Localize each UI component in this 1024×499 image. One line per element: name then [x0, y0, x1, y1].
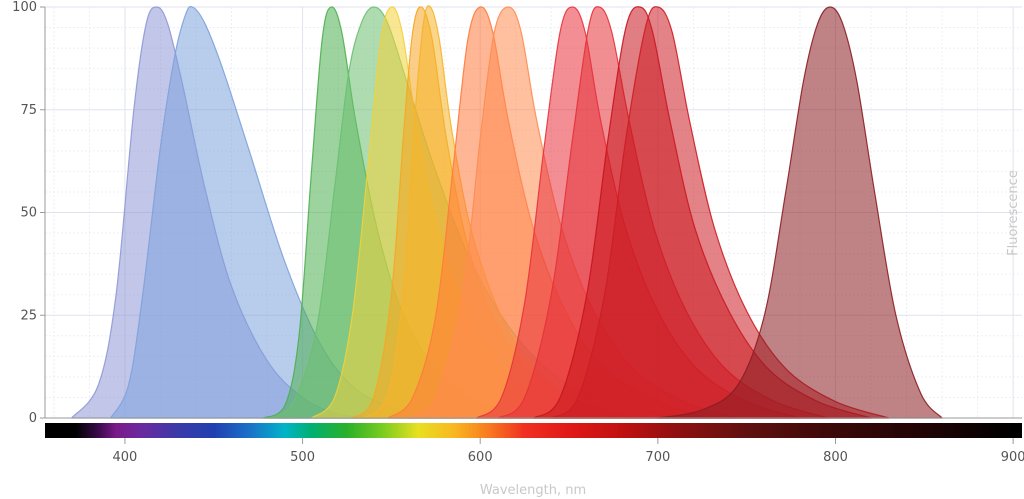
- y-tick-label: 0: [29, 411, 37, 426]
- axes: 0 25 50 75 100 400 500 600 700 800 900: [12, 0, 1024, 465]
- visible-spectrum-bar: [45, 423, 1022, 438]
- x-tick-label: 500: [290, 450, 315, 465]
- x-tick-label: 600: [468, 450, 493, 465]
- x-tick-label: 900: [1001, 450, 1024, 465]
- y-tick-label: 50: [20, 206, 37, 221]
- y-tick-label: 75: [20, 103, 37, 118]
- x-axis-title: Wavelength, nm: [480, 483, 586, 498]
- x-tick-label: 400: [113, 450, 138, 465]
- y-tick-label: 25: [20, 308, 37, 323]
- spectrum-series-797: [657, 6, 943, 419]
- spectrum-bar: [45, 423, 1022, 438]
- x-tick-label: 700: [645, 450, 670, 465]
- y-tick-label: 100: [12, 0, 37, 15]
- y-axis-title: Fluorescence: [1006, 170, 1021, 256]
- spectra-series: [71, 5, 943, 419]
- x-tick-label: 800: [823, 450, 848, 465]
